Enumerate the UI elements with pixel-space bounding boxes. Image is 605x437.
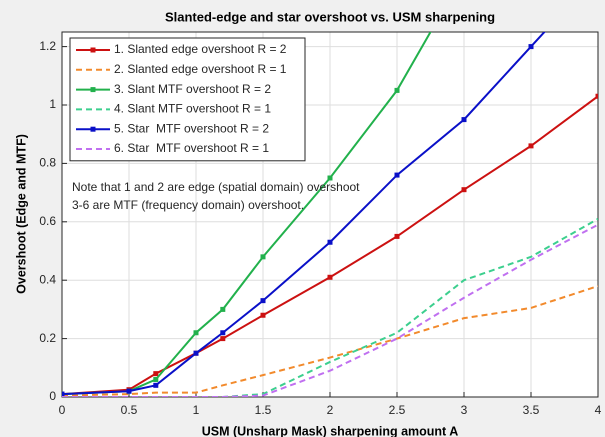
- series-marker: [153, 376, 159, 382]
- y-tick-label: 0.6: [39, 214, 56, 228]
- y-tick-label: 0.4: [39, 272, 56, 286]
- x-tick-label: 2.5: [389, 403, 406, 417]
- series-line: [62, 223, 598, 397]
- plot-series: [62, 32, 598, 397]
- series-marker: [220, 306, 226, 312]
- x-tick-label: 1: [193, 403, 200, 417]
- series-marker: [220, 336, 226, 342]
- series-marker: [193, 330, 199, 336]
- series-marker: [193, 350, 199, 356]
- y-tick-label: 0.2: [39, 331, 56, 345]
- annotation: Note that 1 and 2 are edge (spatial doma…: [72, 180, 360, 194]
- legend-label: 1. Slanted edge overshoot R = 2: [114, 42, 287, 56]
- legend-label: 4. Slant MTF overshoot R = 1: [114, 102, 271, 116]
- series-line: [62, 285, 598, 397]
- legend-marker: [90, 126, 96, 132]
- x-axis-label: USM (Unsharp Mask) sharpening amount A: [202, 424, 459, 437]
- series-marker: [461, 117, 467, 123]
- x-tick-label: 2: [327, 403, 334, 417]
- series-marker: [260, 312, 266, 318]
- series-marker: [220, 330, 226, 336]
- series-marker: [260, 298, 266, 304]
- x-tick-label: 0.5: [121, 403, 138, 417]
- series-marker: [62, 391, 65, 397]
- legend-marker: [90, 47, 96, 53]
- series-marker: [461, 187, 467, 193]
- y-tick-label: 1: [49, 97, 56, 111]
- y-tick-label: 1.2: [39, 39, 56, 53]
- x-tick-label: 0: [59, 403, 66, 417]
- y-axis-label: Overshoot (Edge and MTF): [14, 134, 28, 294]
- series-marker: [327, 239, 333, 245]
- x-tick-label: 1.5: [255, 403, 272, 417]
- legend-label: 5. Star MTF overshoot R = 2: [114, 121, 269, 135]
- legend-label: 3. Slant MTF overshoot R = 2: [114, 82, 271, 96]
- series-marker: [595, 93, 598, 99]
- legend-box: [69, 37, 306, 162]
- legend-label: 6. Star MTF overshoot R = 1: [114, 141, 269, 155]
- chart-title: Slanted-edge and star overshoot vs. USM …: [165, 9, 495, 24]
- series-marker: [528, 44, 534, 50]
- x-tick-label: 3.5: [523, 403, 540, 417]
- series-line: [62, 218, 598, 397]
- y-tick-label: 0.8: [39, 156, 56, 170]
- legend-marker: [90, 87, 96, 93]
- series-marker: [153, 371, 159, 377]
- x-tick-label: 3: [461, 403, 468, 417]
- series-marker: [327, 175, 333, 181]
- series-marker: [260, 254, 266, 260]
- series-marker: [327, 274, 333, 280]
- axes-box: [61, 31, 599, 398]
- y-tick-label: 0: [49, 389, 56, 403]
- annotation: 3-6 are MTF (frequency domain) overshoot…: [72, 198, 304, 212]
- series-marker: [126, 388, 132, 394]
- series-marker: [394, 233, 400, 239]
- legend-label: 2. Slanted edge overshoot R = 1: [114, 62, 287, 76]
- x-tick-label: 4: [595, 403, 602, 417]
- series-marker: [528, 143, 534, 149]
- series-marker: [153, 382, 159, 388]
- series-marker: [394, 87, 400, 93]
- series-marker: [394, 172, 400, 178]
